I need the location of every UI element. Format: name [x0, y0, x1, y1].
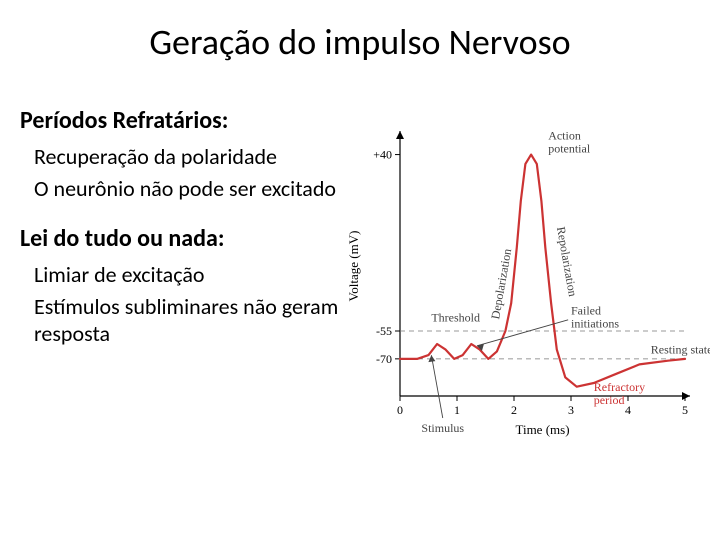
svg-text:0: 0 [397, 403, 403, 417]
chart-column: 0 1 2 3 4 5 -70 -55 +40 Time (ms) Voltage (mV) Acti… [340, 76, 700, 496]
content-row: Períodos Refratários: Recuperação da pol… [0, 76, 720, 496]
text-column: Períodos Refratários: Recuperação da pol… [20, 76, 340, 496]
svg-text:Stimulus: Stimulus [421, 421, 464, 435]
svg-text:2: 2 [511, 403, 517, 417]
svg-text:+40: +40 [373, 148, 392, 162]
body-recovery: Recuperação da polaridade [20, 143, 340, 171]
svg-text:Repolarization: Repolarization [554, 226, 580, 298]
svg-text:potential: potential [548, 142, 591, 156]
svg-text:Voltage (mV): Voltage (mV) [346, 231, 361, 302]
svg-text:Refractory: Refractory [594, 380, 645, 394]
svg-text:3: 3 [568, 403, 574, 417]
svg-text:Threshold: Threshold [431, 311, 480, 325]
page-title: Geração do impulso Nervoso [0, 0, 720, 76]
svg-text:Failed: Failed [571, 303, 601, 317]
body-subliminal: Estímulos subliminares não geram respost… [20, 293, 340, 348]
svg-text:1: 1 [454, 403, 460, 417]
svg-text:5: 5 [682, 403, 688, 417]
body-threshold: Limiar de excitação [20, 261, 340, 289]
svg-text:-55: -55 [376, 324, 392, 338]
svg-text:Resting state: Resting state [651, 342, 710, 356]
heading-all-or-nothing: Lei do tudo ou nada: [20, 224, 340, 253]
svg-text:period: period [594, 393, 625, 407]
svg-text:4: 4 [625, 403, 631, 417]
svg-text:Time (ms): Time (ms) [515, 422, 569, 437]
action-potential-chart: 0 1 2 3 4 5 -70 -55 +40 Time (ms) Voltage (mV) Acti… [340, 76, 710, 476]
svg-text:Action: Action [548, 129, 581, 143]
body-neuron: O neurônio não pode ser excitado [20, 175, 340, 203]
heading-refractory: Períodos Refratários: [20, 106, 340, 135]
svg-text:initiations: initiations [571, 316, 619, 330]
svg-text:-70: -70 [376, 352, 392, 366]
